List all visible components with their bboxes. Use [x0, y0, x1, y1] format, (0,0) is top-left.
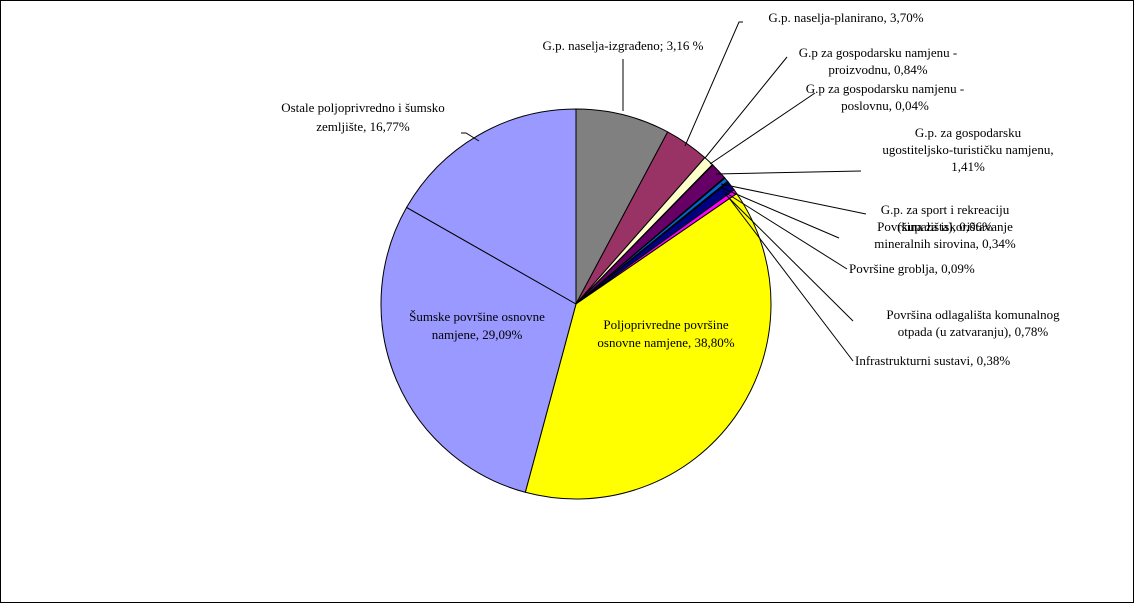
- pie-slices: [380, 108, 772, 500]
- slice-label-line: otpada (u zatvaranju), 0,78%: [898, 324, 1049, 339]
- pie-slice-poljoprivredne-povrsine-osnovne-namjene-: [524, 192, 772, 500]
- pie-slice-g-p-naselja-izgradeno-3-16: [575, 108, 669, 305]
- slice-label-line: G.p. za sport i rekreaciju: [881, 202, 1010, 217]
- slice-label-sumske-povrsine-osnovne-namjene-29-09: Šumske površine osnovne namjene, 29,09%: [409, 309, 545, 342]
- slice-label-line: G.p za gospodarsku namjenu -: [806, 81, 965, 96]
- slice-label-line: 1,41%: [951, 159, 985, 174]
- leader-line-povrsina-odlagalista-komunalnog-otpada-u: [724, 193, 854, 322]
- slice-label-line: Poljoprivredne površine: [603, 317, 729, 332]
- slice-label-line: mineralnih sirovina, 0,34%: [874, 236, 1016, 251]
- slice-label-ostale-poljoprivredno-i-sumsko-zemljiste: Ostale poljoprivredno i šumsko zemljište,…: [281, 100, 445, 134]
- slice-label-povrsine-groblja-0-09: Površine groblja, 0,09%: [849, 261, 975, 276]
- leader-line-g-p-za-gospodarsku-namjenu-poslovnu-0-04: [709, 92, 816, 165]
- leader-line-g-p-naselja-planirano-3-70: [684, 21, 743, 147]
- slice-label-line: G.p za gospodarsku namjenu -: [799, 45, 958, 60]
- slice-label-g-p-naselja-planirano-3-70: G.p. naselja-planirano, 3,70%: [768, 10, 923, 25]
- slice-label-line: G.p. naselja-izgrađeno; 3,16 %: [542, 38, 703, 53]
- leader-line-g-p-za-gospodarsku-ugostiteljsko-turisti: [715, 170, 862, 175]
- slice-label-povrsina-za-iskoristavanje-mineralnih-si: Površina za iskorištavanje mineralnih sir…: [874, 219, 1016, 251]
- leader-line-povrsina-za-iskoristavanje-mineralnih-si: [721, 187, 840, 239]
- slice-label-line: Ostale poljoprivredno i šumsko: [281, 100, 445, 115]
- pie-slice-sumske-povrsine-osnovne-namjene-29-09: [380, 206, 577, 493]
- slice-label-line: G.p. za gospodarsku: [915, 125, 1022, 140]
- slice-label-povrsina-odlagalista-komunalnog-otpada-u: Površina odlagališta komunalnog otpada (u…: [886, 307, 1060, 339]
- slice-label-line: (kupališta), 0,06%: [897, 219, 993, 234]
- slice-label-g-p-za-sport-i-rekreaciju-kupalista-0-06: G.p. za sport i rekreaciju (kupališta), 0…: [881, 202, 1010, 234]
- leader-line-infrastrukturni-sustavi-0-38: [728, 197, 854, 362]
- slice-label-line: ugostiteljsko-turističku namjenu,: [882, 142, 1053, 157]
- slice-labels: G.p. naselja-izgrađeno; 3,16 % G.p. nasel…: [281, 10, 1060, 368]
- slice-label-poljoprivredne-povrsine-osnovne-namjene-: Poljoprivredne površine osnovne namjene, …: [597, 317, 734, 350]
- leader-line-ostale-poljoprivredno-i-sumsko-zemljiste: [461, 132, 480, 142]
- leader-lines: [461, 21, 867, 362]
- slice-label-g-p-za-gospodarsku-namjenu-proizvodnu-0-: G.p za gospodarsku namjenu - proizvodnu, …: [799, 45, 958, 77]
- slice-label-infrastrukturni-sustavi-0-38: Infrastrukturni sustavi, 0,38%: [855, 353, 1010, 368]
- slice-label-line: G.p. naselja-planirano, 3,70%: [768, 10, 923, 25]
- slice-label-line: osnovne namjene, 38,80%: [597, 335, 734, 350]
- pie-slice-ostale-poljoprivredno-i-sumsko-zemljiste: [405, 108, 577, 305]
- slice-label-g-p-za-gospodarsku-namjenu-poslovnu-0-04: G.p za gospodarsku namjenu - poslovnu, 0,…: [806, 81, 965, 113]
- slice-label-line: Površine groblja, 0,09%: [849, 261, 975, 276]
- slice-label-line: poslovnu, 0,04%: [841, 98, 929, 113]
- slice-label-line: namjene, 29,09%: [432, 327, 523, 342]
- slice-label-g-p-naselja-izgradeno-3-16: G.p. naselja-izgrađeno; 3,16 %: [542, 38, 703, 53]
- leader-line-povrsine-groblja-0-09: [722, 190, 848, 270]
- slice-label-line: Šumske površine osnovne: [409, 309, 545, 324]
- slice-label-line: Površina odlagališta komunalnog: [886, 307, 1060, 322]
- slice-label-line: Površina za iskorištavanje: [877, 219, 1013, 234]
- slice-label-line: proizvodnu, 0,84%: [828, 62, 927, 77]
- leader-line-g-p-za-gospodarsku-namjenu-proizvodnu-0-: [704, 56, 788, 159]
- leader-line-g-p-za-sport-i-rekreaciju-kupalista-0-06: [720, 183, 867, 215]
- slice-label-line: zemljište, 16,77%: [316, 119, 410, 134]
- slice-label-g-p-za-gospodarsku-ugostiteljsko-turisti: G.p. za gospodarsku ugostiteljsko-turisti…: [882, 125, 1053, 174]
- slice-label-line: Infrastrukturni sustavi, 0,38%: [855, 353, 1010, 368]
